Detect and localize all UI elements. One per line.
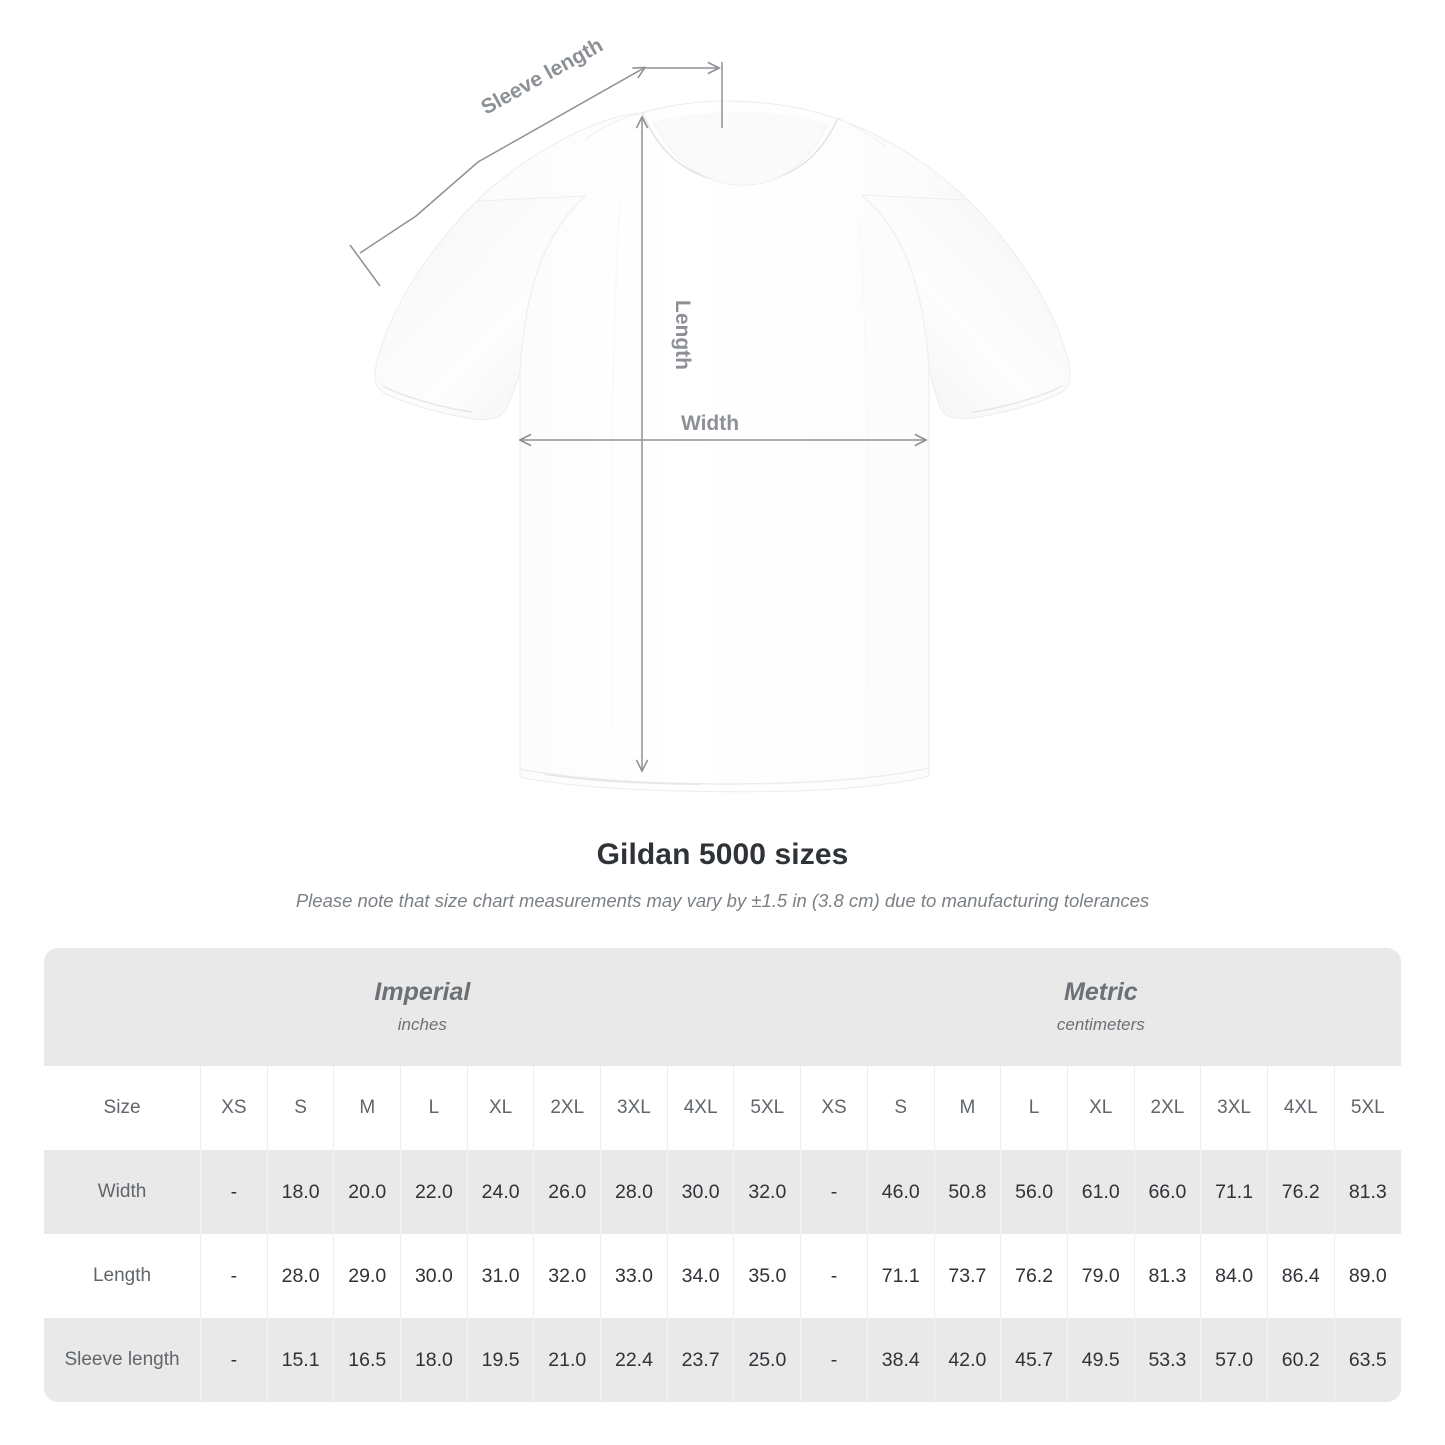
column-header-imperial-3xl: 3XL: [600, 1066, 668, 1150]
cell-metric-sleeve-length-m: 42.0: [933, 1318, 1001, 1402]
cell-metric-width-5xl: 81.3: [1333, 1150, 1401, 1234]
cell-metric-width-3xl: 71.1: [1200, 1150, 1268, 1234]
column-header-imperial-5xl: 5XL: [733, 1066, 801, 1150]
cell-imperial-sleeve-length-3xl: 22.4: [600, 1318, 668, 1402]
cell-imperial-length-5xl: 35.0: [733, 1234, 801, 1318]
cell-imperial-length-4xl: 34.0: [666, 1234, 734, 1318]
column-header-imperial-xs: XS: [200, 1066, 268, 1150]
cell-metric-width-xs: -: [800, 1150, 868, 1234]
cell-imperial-sleeve-length-xs: -: [200, 1318, 268, 1402]
cell-metric-sleeve-length-5xl: 63.5: [1333, 1318, 1401, 1402]
column-header-imperial-xl: XL: [466, 1066, 534, 1150]
cell-imperial-width-4xl: 30.0: [666, 1150, 734, 1234]
cell-metric-sleeve-length-s: 38.4: [866, 1318, 935, 1402]
column-header-size: Size: [44, 1066, 201, 1150]
cell-metric-sleeve-length-xs: -: [800, 1318, 868, 1402]
cell-metric-width-2xl: 66.0: [1133, 1150, 1201, 1234]
cell-imperial-length-m: 29.0: [333, 1234, 401, 1318]
column-header-metric-xs: XS: [800, 1066, 868, 1150]
size-chart-table-wrapper: Imperial inches Metric centimeters Size XS S M L…: [44, 948, 1401, 1402]
cell-imperial-sleeve-length-l: 18.0: [400, 1318, 468, 1402]
unit-header-imperial: Imperial inches: [44, 948, 801, 1066]
column-header-metric-xl: XL: [1066, 1066, 1135, 1150]
cell-imperial-width-s: 18.0: [266, 1150, 334, 1234]
cell-metric-sleeve-length-2xl: 53.3: [1133, 1318, 1201, 1402]
cell-metric-sleeve-length-4xl: 60.2: [1266, 1318, 1335, 1402]
cell-imperial-sleeve-length-4xl: 23.7: [666, 1318, 734, 1402]
cell-metric-length-2xl: 81.3: [1133, 1234, 1201, 1318]
tshirt-illustration: Sleeve length Length Width: [349, 34, 1071, 793]
cell-imperial-width-5xl: 32.0: [733, 1150, 801, 1234]
column-header-metric-s: S: [866, 1066, 935, 1150]
row-header-sleeve-length: Sleeve length: [44, 1318, 201, 1402]
unit-header-metric-subtitle: centimeters: [1056, 1014, 1145, 1034]
size-chart-table: Imperial inches Metric centimeters Size XS S M L…: [44, 948, 1401, 1402]
column-header-metric-m: M: [933, 1066, 1001, 1150]
cell-metric-length-xs: -: [800, 1234, 868, 1318]
cell-imperial-width-xs: -: [200, 1150, 268, 1234]
page-title: Gildan 5000 sizes: [596, 838, 849, 871]
column-header-metric-2xl: 2XL: [1133, 1066, 1201, 1150]
cell-metric-sleeve-length-3xl: 57.0: [1200, 1318, 1268, 1402]
cell-imperial-length-l: 30.0: [400, 1234, 468, 1318]
tolerance-note: Please note that size chart measurements…: [295, 890, 1150, 911]
cell-metric-width-s: 46.0: [866, 1150, 935, 1234]
cell-metric-width-m: 50.8: [933, 1150, 1001, 1234]
unit-header-metric: Metric centimeters: [800, 948, 1401, 1066]
table-row: Sleeve length -15.1 16.5 18.0 19.5 21.0 22.4 23…: [44, 1318, 1401, 1402]
sleeve-length-label: Sleeve length: [477, 34, 607, 120]
cell-metric-width-4xl: 76.2: [1266, 1150, 1335, 1234]
cell-metric-length-xl: 79.0: [1066, 1234, 1135, 1318]
cell-metric-length-m: 73.7: [933, 1234, 1001, 1318]
unit-header-imperial-title: Imperial: [374, 978, 471, 1007]
cell-imperial-sleeve-length-5xl: 25.0: [733, 1318, 801, 1402]
width-dimension: Width: [521, 412, 925, 440]
column-header-metric-l: L: [1000, 1066, 1068, 1150]
column-header-imperial-2xl: 2XL: [533, 1066, 601, 1150]
length-label: Length: [671, 300, 694, 370]
row-header-length: Length: [44, 1234, 201, 1318]
cell-imperial-width-l: 22.0: [400, 1150, 468, 1234]
cell-imperial-sleeve-length-2xl: 21.0: [533, 1318, 601, 1402]
table-header-row: Size XS S M L XL 2XL 3XL 4XL 5XL XS S M L XL 2XL 3XL 4XL 5…: [44, 1066, 1401, 1150]
cell-imperial-length-xl: 31.0: [466, 1234, 534, 1318]
unit-banner-row: Imperial inches Metric centimeters: [44, 948, 1401, 1066]
cell-imperial-length-2xl: 32.0: [533, 1234, 601, 1318]
column-header-imperial-4xl: 4XL: [666, 1066, 734, 1150]
cell-imperial-width-3xl: 28.0: [600, 1150, 668, 1234]
column-header-metric-3xl: 3XL: [1200, 1066, 1268, 1150]
cell-imperial-length-s: 28.0: [266, 1234, 334, 1318]
column-header-metric-4xl: 4XL: [1266, 1066, 1335, 1150]
cell-metric-length-4xl: 86.4: [1266, 1234, 1335, 1318]
row-header-width: Width: [44, 1150, 201, 1234]
unit-header-metric-title: Metric: [1064, 978, 1138, 1007]
column-header-imperial-m: M: [333, 1066, 401, 1150]
cell-metric-width-l: 56.0: [1000, 1150, 1068, 1234]
cell-imperial-length-xs: -: [200, 1234, 268, 1318]
unit-header-imperial-subtitle: inches: [397, 1014, 447, 1034]
cell-imperial-sleeve-length-m: 16.5: [333, 1318, 401, 1402]
cell-metric-sleeve-length-l: 45.7: [1000, 1318, 1068, 1402]
cell-metric-length-s: 71.1: [866, 1234, 935, 1318]
cell-imperial-sleeve-length-s: 15.1: [266, 1318, 334, 1402]
cell-metric-length-3xl: 84.0: [1200, 1234, 1268, 1318]
column-header-imperial-l: L: [400, 1066, 468, 1150]
width-label: Width: [681, 412, 739, 435]
cell-metric-sleeve-length-xl: 49.5: [1066, 1318, 1135, 1402]
table-row: Width -18.0 20.0 22.0 24.0 26.0 28.0 30.0 32.0-4…: [44, 1150, 1401, 1234]
cell-metric-width-xl: 61.0: [1066, 1150, 1135, 1234]
title-block: Gildan 5000 sizes Please note that size …: [0, 838, 1445, 912]
cell-imperial-width-xl: 24.0: [466, 1150, 534, 1234]
cell-imperial-width-m: 20.0: [333, 1150, 401, 1234]
cell-metric-length-5xl: 89.0: [1333, 1234, 1401, 1318]
column-header-imperial-s: S: [266, 1066, 334, 1150]
column-header-metric-5xl: 5XL: [1333, 1066, 1401, 1150]
table-row: Length -28.0 29.0 30.0 31.0 32.0 33.0 34.0 35.0-…: [44, 1234, 1401, 1318]
tshirt-diagram: Sleeve length Length Width: [349, 34, 1071, 793]
cell-metric-length-l: 76.2: [1000, 1234, 1068, 1318]
tshirt-shape: [374, 100, 1071, 793]
cell-imperial-length-3xl: 33.0: [600, 1234, 668, 1318]
cell-imperial-sleeve-length-xl: 19.5: [466, 1318, 534, 1402]
cell-imperial-width-2xl: 26.0: [533, 1150, 601, 1234]
